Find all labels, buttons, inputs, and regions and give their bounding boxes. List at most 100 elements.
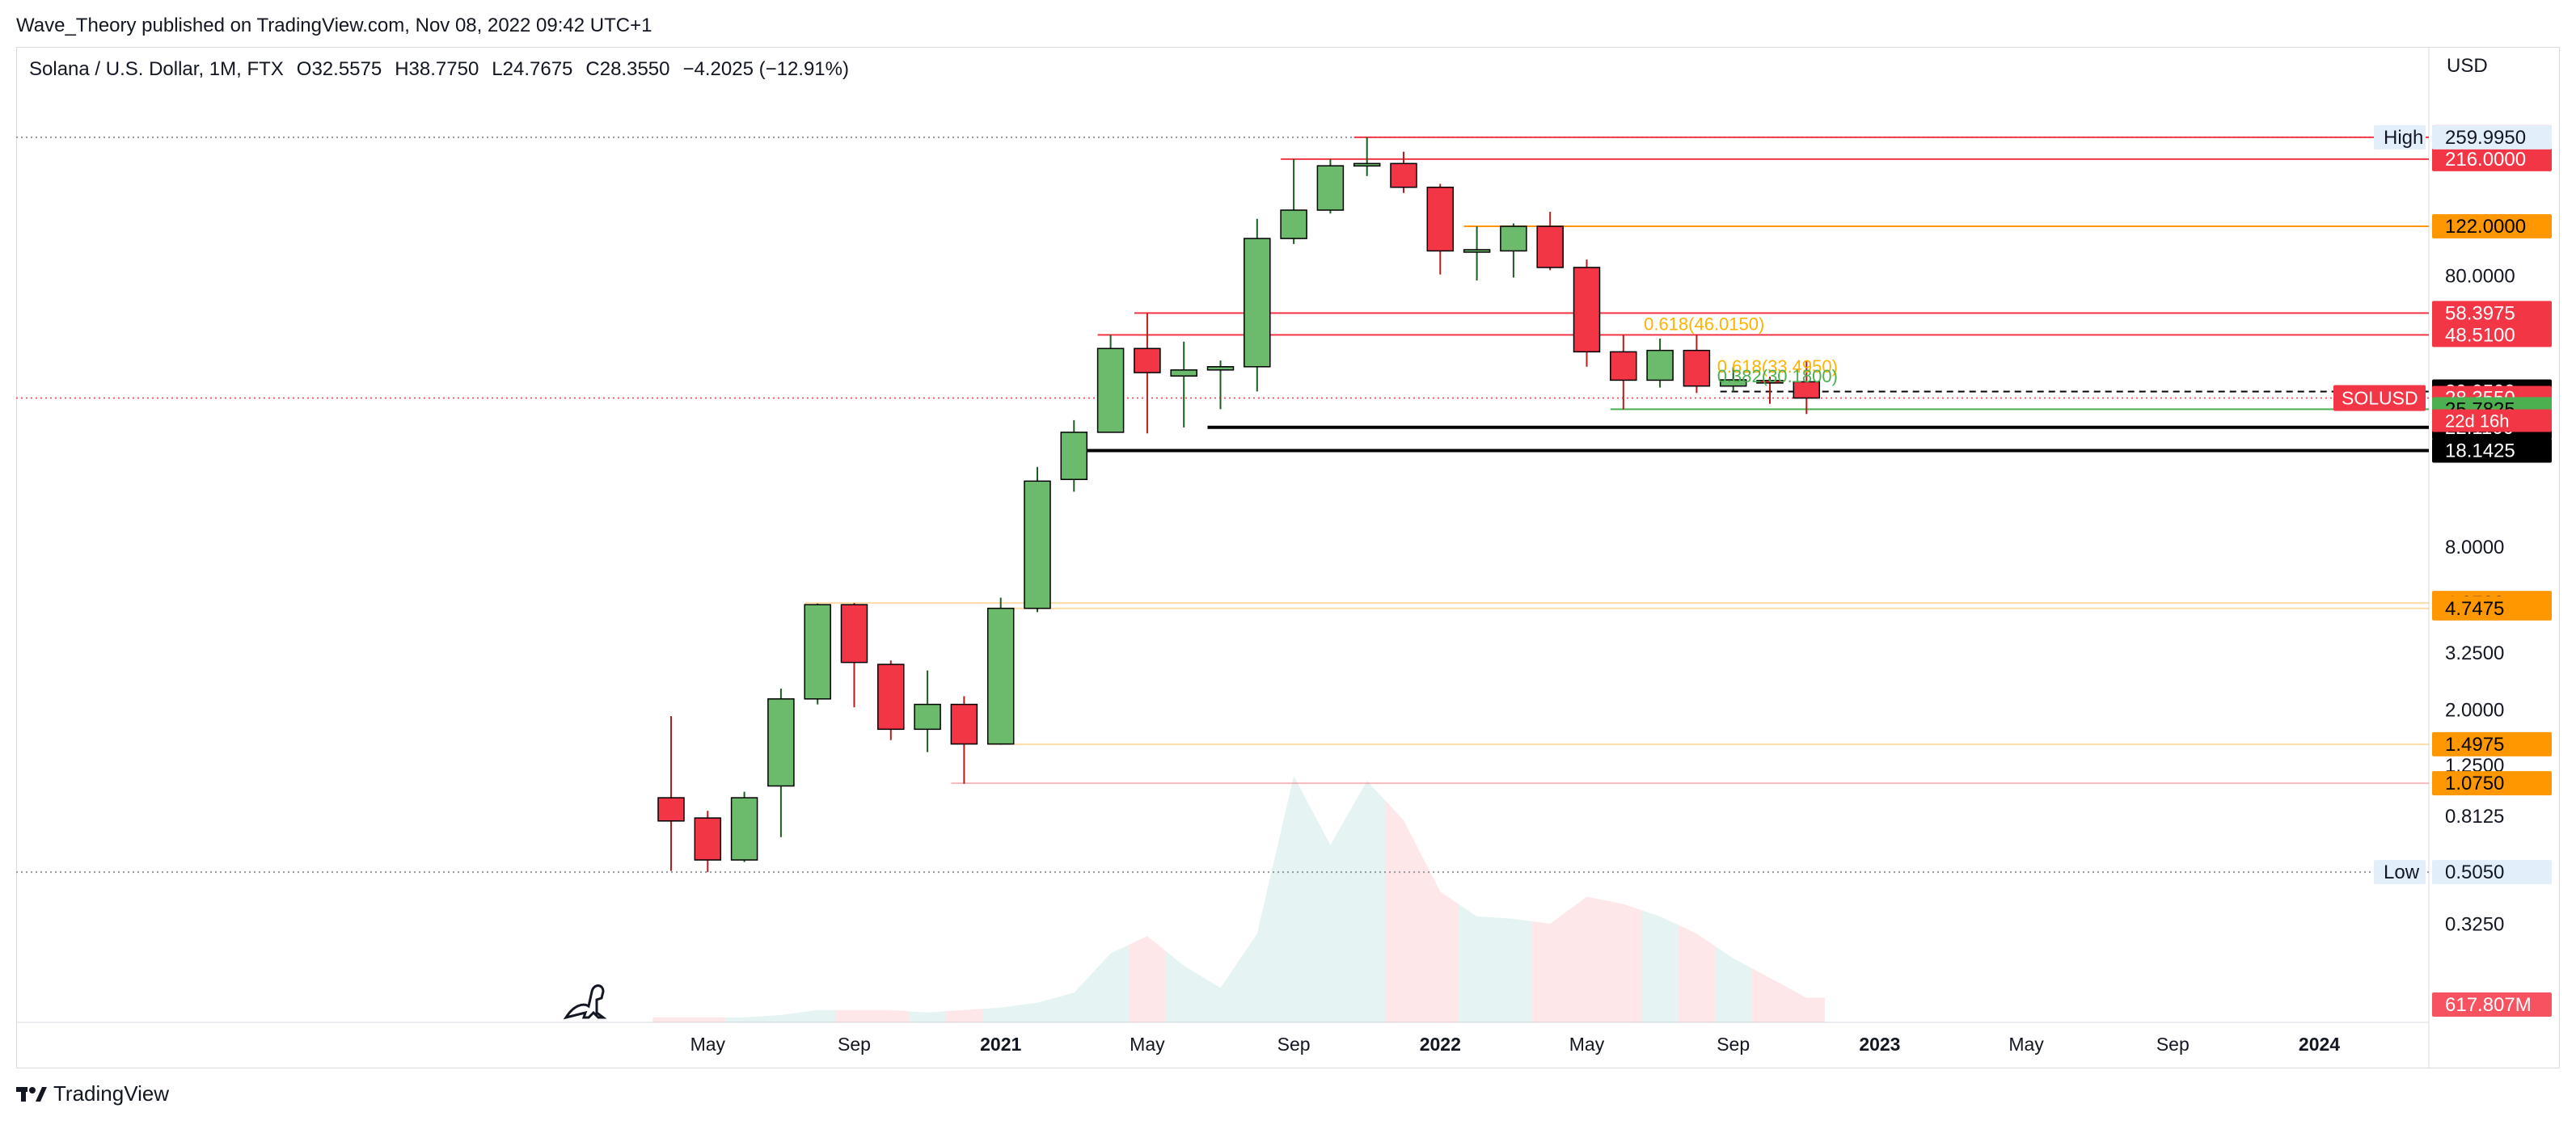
volume-segment bbox=[1568, 896, 1606, 1022]
volume-segment bbox=[1019, 997, 1056, 1022]
volume-segment bbox=[689, 1017, 726, 1022]
high-tag-label: High bbox=[2384, 127, 2423, 149]
legend-change: −4.2025 (−12.91%) bbox=[682, 58, 850, 80]
volume-segment bbox=[909, 1011, 946, 1022]
volume-segment bbox=[1311, 810, 1349, 1022]
legend-open: O32.5575 bbox=[296, 58, 382, 80]
legend-close: C28.3550 bbox=[585, 58, 670, 80]
low-tag bbox=[2374, 860, 2426, 885]
dino-icon-path bbox=[563, 984, 607, 1020]
price-axis-badge-label: 122.0000 bbox=[2445, 216, 2526, 238]
low-value-badge bbox=[2432, 860, 2552, 885]
price-axis-tick: 8.0000 bbox=[2445, 537, 2504, 558]
candle-body bbox=[1170, 369, 1197, 377]
candle-body bbox=[1316, 165, 1345, 211]
low-tag-label: Low bbox=[2384, 862, 2420, 883]
volume-segment bbox=[652, 1017, 690, 1022]
time-axis-tick: May bbox=[2008, 1034, 2044, 1055]
price-axis-badge-label: 58.3975 bbox=[2445, 302, 2515, 324]
footer-brand[interactable]: TradingView bbox=[16, 1081, 169, 1106]
candle-body bbox=[1719, 379, 1747, 387]
volume-segment bbox=[1421, 856, 1459, 1022]
fib-label: 0.618(33.4950) bbox=[1717, 356, 1838, 377]
candle-body bbox=[730, 797, 758, 861]
time-axis-tick: 2024 bbox=[2299, 1034, 2340, 1055]
candle-body bbox=[1793, 381, 1821, 399]
time-axis-tick: 2022 bbox=[1420, 1034, 1461, 1055]
candle-body bbox=[840, 604, 868, 664]
candle-body bbox=[1134, 348, 1161, 373]
price-axis-badge bbox=[2432, 771, 2552, 796]
price-axis-badge-label: 18.1425 bbox=[2445, 440, 2515, 462]
price-axis-badge bbox=[2432, 731, 2552, 756]
volume-segment bbox=[1715, 946, 1752, 1022]
candle-body bbox=[1573, 267, 1601, 353]
candle-body bbox=[1683, 349, 1711, 387]
symbol-tag bbox=[2333, 385, 2426, 411]
volume-segment bbox=[762, 1012, 800, 1022]
dino-icon bbox=[563, 984, 607, 1020]
time-axis-tick: 2023 bbox=[1859, 1034, 1900, 1055]
countdown-label: 22d 16h bbox=[2445, 411, 2510, 432]
candle-body bbox=[1536, 225, 1564, 268]
volume-segment bbox=[1349, 781, 1386, 1022]
high-value-badge bbox=[2432, 124, 2552, 150]
legend-high: H38.7750 bbox=[395, 58, 479, 80]
price-axis-badge bbox=[2432, 596, 2552, 621]
time-axis-tick: May bbox=[1569, 1034, 1605, 1055]
volume-segment bbox=[1201, 960, 1239, 1022]
candle-body bbox=[1610, 351, 1637, 381]
price-axis-tick: 2.0000 bbox=[2445, 700, 2504, 722]
volume-segment bbox=[1788, 988, 1825, 1022]
symbol-tag-label: SOLUSD bbox=[2342, 388, 2418, 409]
price-axis-tick: 80.0000 bbox=[2445, 265, 2515, 287]
candle-body bbox=[1096, 348, 1125, 433]
high-tag bbox=[2374, 124, 2426, 150]
volume-segment bbox=[1275, 776, 1312, 1022]
volume-segment bbox=[1641, 910, 1679, 1022]
candle-body bbox=[1280, 209, 1307, 239]
volume-segment bbox=[1751, 967, 1788, 1022]
fib-label: 0.618(46.0150) bbox=[1644, 314, 1764, 334]
volume-segment bbox=[1129, 936, 1166, 1022]
time-axis-tick: May bbox=[1130, 1034, 1165, 1055]
candle-body bbox=[914, 703, 941, 731]
price-axis-badge-label: 1.4975 bbox=[2445, 734, 2504, 756]
time-axis-tick: 2021 bbox=[980, 1034, 1021, 1055]
volume-badge-label: 617.807M bbox=[2445, 994, 2532, 1016]
price-axis-badge-label: 1.0750 bbox=[2445, 773, 2504, 794]
ohlc-legend: Solana / U.S. Dollar, 1M, FTX O32.5575 H… bbox=[29, 58, 849, 81]
volume-segment bbox=[1495, 917, 1532, 1022]
tradingview-logo-icon bbox=[16, 1086, 47, 1102]
price-axis-badge-label: 4.7475 bbox=[2445, 598, 2504, 620]
candle-body bbox=[1756, 380, 1784, 384]
volume-segment bbox=[1165, 950, 1202, 1022]
price-axis-badge bbox=[2432, 438, 2552, 463]
candle-body bbox=[694, 817, 722, 861]
volume-segment bbox=[982, 1005, 1020, 1022]
legend-symbol: Solana / U.S. Dollar, 1M, FTX bbox=[29, 58, 284, 80]
candle-body bbox=[950, 703, 978, 745]
volume-badge bbox=[2432, 992, 2552, 1017]
volume-segment bbox=[799, 1009, 836, 1022]
volume-segment bbox=[1239, 854, 1276, 1022]
volume-segment bbox=[1458, 904, 1496, 1022]
candle-body bbox=[767, 698, 795, 787]
candle-body bbox=[1646, 349, 1674, 381]
volume-segment bbox=[1092, 944, 1130, 1022]
candle-body bbox=[1500, 225, 1527, 252]
price-axis-tick: 0.8125 bbox=[2445, 806, 2504, 828]
price-axis-badge bbox=[2432, 214, 2552, 239]
time-axis-tick: Sep bbox=[1277, 1034, 1311, 1055]
price-axis-badge bbox=[2432, 146, 2552, 171]
price-axis-tick: 0.3250 bbox=[2445, 913, 2504, 935]
volume-segment bbox=[1531, 910, 1569, 1022]
currency-label[interactable]: USD bbox=[2447, 55, 2488, 77]
time-axis-tick: Sep bbox=[2156, 1034, 2190, 1055]
published-info: Wave_Theory published on TradingView.com… bbox=[16, 15, 652, 36]
volume-segment bbox=[872, 1009, 910, 1022]
price-axis-badge-label: 48.5100 bbox=[2445, 324, 2515, 346]
candle-body bbox=[1244, 238, 1271, 368]
candle-body bbox=[986, 607, 1015, 745]
